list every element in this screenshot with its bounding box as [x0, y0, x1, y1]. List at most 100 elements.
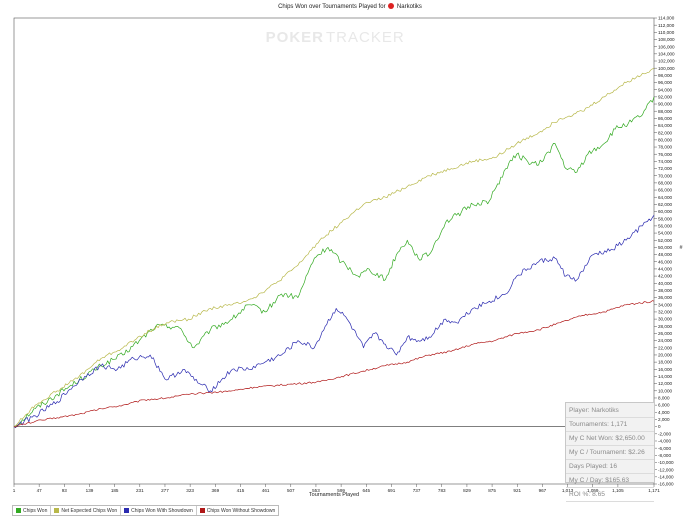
y-tick-label: 90,000 [658, 102, 672, 107]
legend-label: Chips Won With Showdown [131, 507, 193, 514]
legend-item-net-expected[interactable]: Net Expected Chips Won [51, 506, 122, 515]
series-line-2 [13, 67, 655, 427]
x-tick-label: 1,171 [648, 488, 660, 493]
series-line-1 [13, 96, 655, 427]
y-tick-label: 88,000 [658, 109, 672, 114]
x-tick-label: 185 [111, 488, 119, 493]
watermark-right: TRACKER [326, 29, 405, 46]
y-tick-label: -8,000 [658, 453, 671, 458]
x-tick-label: 691 [388, 488, 396, 493]
x-tick-label: 875 [488, 488, 496, 493]
y-tick-label: 8,000 [658, 396, 670, 401]
y-tick-label: 50,000 [658, 245, 672, 250]
legend-swatch [124, 508, 130, 513]
y-tick-label: 16,000 [658, 367, 672, 372]
flag-icon [388, 3, 395, 9]
y-tick-label: 54,000 [658, 231, 672, 236]
y-tick-label: 84,000 [658, 123, 672, 128]
y-tick-label: 14,000 [658, 374, 672, 379]
y-tick-label: 72,000 [658, 166, 672, 171]
stats-per-tournament: My C / Tournament: $2.26 [566, 446, 654, 460]
y-tick-label: 22,000 [658, 345, 672, 350]
x-axis: 1 47 93 139 185 231 277 323 369 415 461 507 553 599 64… [13, 484, 660, 493]
y-tick-label: 12,000 [658, 381, 672, 386]
y-tick-label: 10,000 [658, 388, 672, 393]
x-tick-label: 1 [13, 488, 16, 493]
x-tick-label: 93 [62, 488, 68, 493]
x-tick-label: 1,059 [587, 488, 599, 493]
plot-border [13, 17, 655, 485]
stats-player: Player: Narkotiks [566, 404, 654, 418]
stats-panel: Player: Narkotiks Tournaments: 1,171 My … [565, 402, 655, 502]
y-tick-label: 52,000 [658, 238, 672, 243]
y-tick-label: 82,000 [658, 130, 672, 135]
x-tick-label: 461 [262, 488, 270, 493]
chart-title-player: Narkotiks [396, 4, 422, 10]
legend-label: Net Expected Chips Won [61, 507, 118, 514]
y-axis-label: # [679, 245, 683, 251]
y-tick-label: 60,000 [658, 209, 672, 214]
x-tick-label: 553 [312, 488, 320, 493]
x-tick-label: 829 [463, 488, 471, 493]
y-tick-label: 110,000 [658, 30, 675, 35]
series-line-4 [13, 300, 655, 428]
y-tick-label: 42,000 [658, 274, 672, 279]
stats-days-played: Days Played: 16 [566, 460, 654, 474]
x-tick-label: 323 [186, 488, 194, 493]
y-tick-label: -2,000 [658, 431, 671, 436]
y-tick-label: 2,000 [658, 417, 670, 422]
y-tick-label: 20,000 [658, 353, 672, 358]
legend-label: Chips Won Without Showdown [206, 507, 276, 514]
x-axis-label: Tournaments Played [309, 492, 359, 498]
x-tick-label: 1,105 [612, 488, 624, 493]
x-tick-label: 645 [362, 488, 370, 493]
y-tick-label: 98,000 [658, 73, 672, 78]
watermark-left: POKER [266, 29, 324, 46]
y-tick-label: 56,000 [658, 224, 672, 229]
x-tick-label: 599 [337, 488, 345, 493]
y-tick-label: -14,000 [658, 474, 674, 479]
legend-item-without-showdown[interactable]: Chips Won Without Showdown [197, 506, 279, 515]
y-tick-label: 44,000 [658, 267, 672, 272]
y-tick-label: 0 [658, 424, 661, 429]
y-tick-label: 70,000 [658, 173, 672, 178]
x-tick-label: 139 [86, 488, 94, 493]
y-tick-label: 112,000 [658, 23, 675, 28]
y-tick-label: 104,000 [658, 51, 675, 56]
x-tick-label: 967 [539, 488, 547, 493]
y-tick-label: 40,000 [658, 281, 672, 286]
y-tick-label: 100,000 [658, 66, 675, 71]
y-tick-label: 26,000 [658, 331, 672, 336]
legend-swatch [199, 508, 205, 513]
y-tick-label: 4,000 [658, 410, 670, 415]
y-tick-label: -16,000 [658, 482, 674, 487]
y-tick-label: 36,000 [658, 295, 672, 300]
y-tick-label: 94,000 [658, 87, 672, 92]
legend-label: Chips Won [23, 507, 48, 514]
legend-item-chips-won[interactable]: Chips Won [13, 506, 52, 515]
x-tick-label: 231 [136, 488, 144, 493]
y-tick-label: 68,000 [658, 180, 672, 185]
y-tick-label: 32,000 [658, 310, 672, 315]
series-line-3 [13, 215, 655, 429]
y-tick-label: 92,000 [658, 94, 672, 99]
chart-title-text: Chips Won over Tournaments Played for [278, 4, 386, 10]
y-tick-label: 24,000 [658, 338, 672, 343]
plot-frame [13, 17, 655, 485]
legend-item-with-showdown[interactable]: Chips Won With Showdown [121, 506, 197, 515]
y-tick-label: 30,000 [658, 317, 672, 322]
y-tick-label: 102,000 [658, 59, 675, 64]
y-tick-label: 34,000 [658, 302, 672, 307]
y-tick-label: 108,000 [658, 37, 675, 42]
y-tick-label: 58,000 [658, 216, 672, 221]
y-axis: -16,000 -14,000 -12,000 -10,000 -8,000 -6,000… [654, 16, 675, 487]
y-tick-label: 18,000 [658, 360, 672, 365]
y-tick-label: 48,000 [658, 252, 672, 257]
y-tick-label: 28,000 [658, 324, 672, 329]
y-tick-label: -4,000 [658, 439, 671, 444]
x-tick-label: 507 [287, 488, 295, 493]
y-tick-label: 78,000 [658, 145, 672, 150]
y-tick-label: 62,000 [658, 202, 672, 207]
y-tick-label: 64,000 [658, 195, 672, 200]
